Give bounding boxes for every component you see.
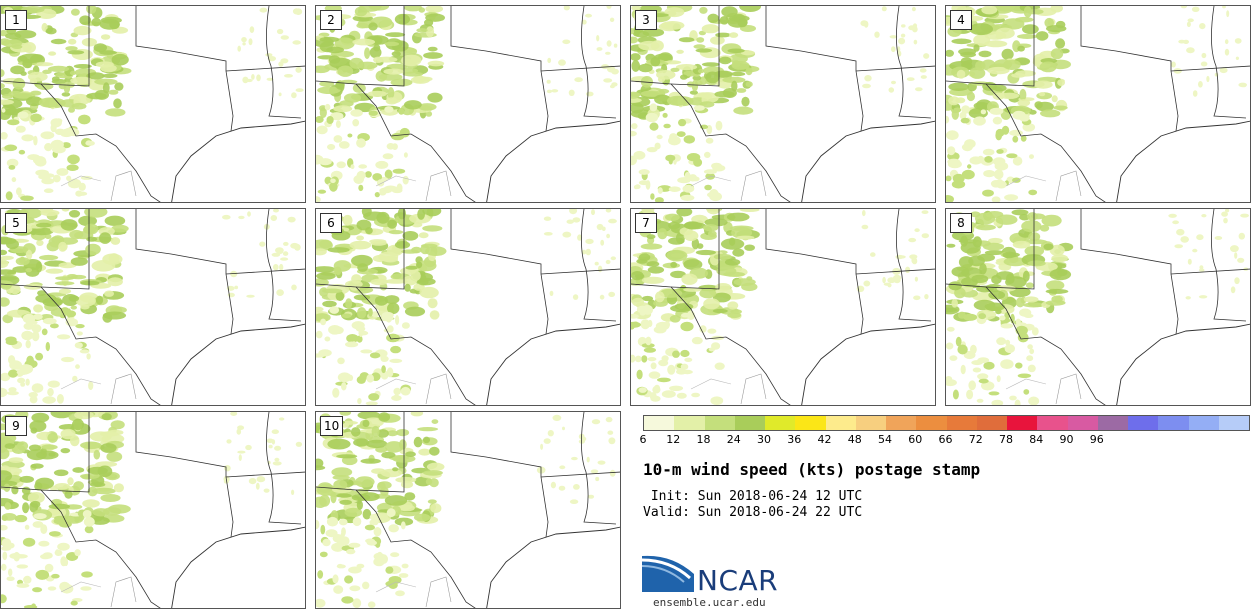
colorbar-tick-label: 36 [787,433,802,446]
colorbar-segment [795,416,826,430]
map-panel-4: 4 [945,5,1251,203]
colorbar-segment [644,416,675,430]
colorbar-segment [1097,416,1128,430]
colorbar-tick-label: 72 [968,433,983,446]
map-panel-5: 5 [0,208,306,406]
colorbar-segment [1188,416,1219,430]
colorbar-segment [976,416,1007,430]
colorbar-segment [674,416,705,430]
colorbar-tick-label: 24 [726,433,741,446]
map-panel-2: 2 [315,5,621,203]
colorbar-segment [1007,416,1038,430]
colorbar [643,415,1250,431]
map-panel-8: 8 [945,208,1251,406]
logo-text: NCAR [697,564,779,597]
colorbar-tick-label: 84 [1029,433,1044,446]
colorbar-tick-label: 6 [639,433,647,446]
colorbar-tick-label: 78 [999,433,1013,446]
valid-time: Valid: Sun 2018-06-24 22 UTC [643,505,863,520]
colorbar-segment [765,416,796,430]
colorbar-tick-label: 54 [878,433,892,446]
colorbar-segment [704,416,735,430]
member-label: 4 [950,10,972,30]
ncar-logo-icon [642,555,694,592]
member-label: 10 [320,416,344,436]
map-panel-10: 10 [315,411,621,609]
colorbar-tick-label: 48 [847,433,862,446]
logo-url: ensemble.ucar.edu [653,596,766,609]
map-panel-7: 7 [630,208,936,406]
colorbar-segment [825,416,856,430]
colorbar-tick-label: 90 [1059,433,1074,446]
member-label: 8 [950,213,972,233]
colorbar-segment [1128,416,1159,430]
colorbar-tick-label: 96 [1089,433,1104,446]
colorbar-tick-label: 30 [757,433,771,446]
colorbar-segment [1158,416,1189,430]
colorbar-segment [1218,416,1249,430]
member-label: 6 [320,213,342,233]
colorbar-tick-label: 60 [908,433,923,446]
colorbar-segment [1037,416,1068,430]
map-panel-1: 1 [0,5,306,203]
init-time: Init: Sun 2018-06-24 12 UTC [643,489,863,504]
colorbar-tick-label: 12 [666,433,681,446]
map-panel-3: 3 [630,5,936,203]
colorbar-tick-label: 66 [938,433,953,446]
colorbar-segment [886,416,917,430]
member-label: 2 [320,10,342,30]
member-label: 3 [635,10,657,30]
figure-title: 10-m wind speed (kts) postage stamp [643,460,981,479]
colorbar-segment [734,416,765,430]
colorbar-ticks: 6 12 18 24 30 36 42 48 54 60 66 72 78 84 90 96 [639,433,1248,447]
colorbar-tick-label: 18 [696,433,711,446]
colorbar-segment [946,416,977,430]
member-label: 5 [5,213,27,233]
map-panel-6: 6 [315,208,621,406]
colorbar-tick-label: 42 [817,433,832,446]
map-panel-9: 9 [0,411,306,609]
member-label: 1 [5,10,27,30]
colorbar-segment [1067,416,1098,430]
member-label: 7 [635,213,657,233]
member-label: 9 [5,416,27,436]
colorbar-segment [855,416,886,430]
colorbar-segment [916,416,947,430]
